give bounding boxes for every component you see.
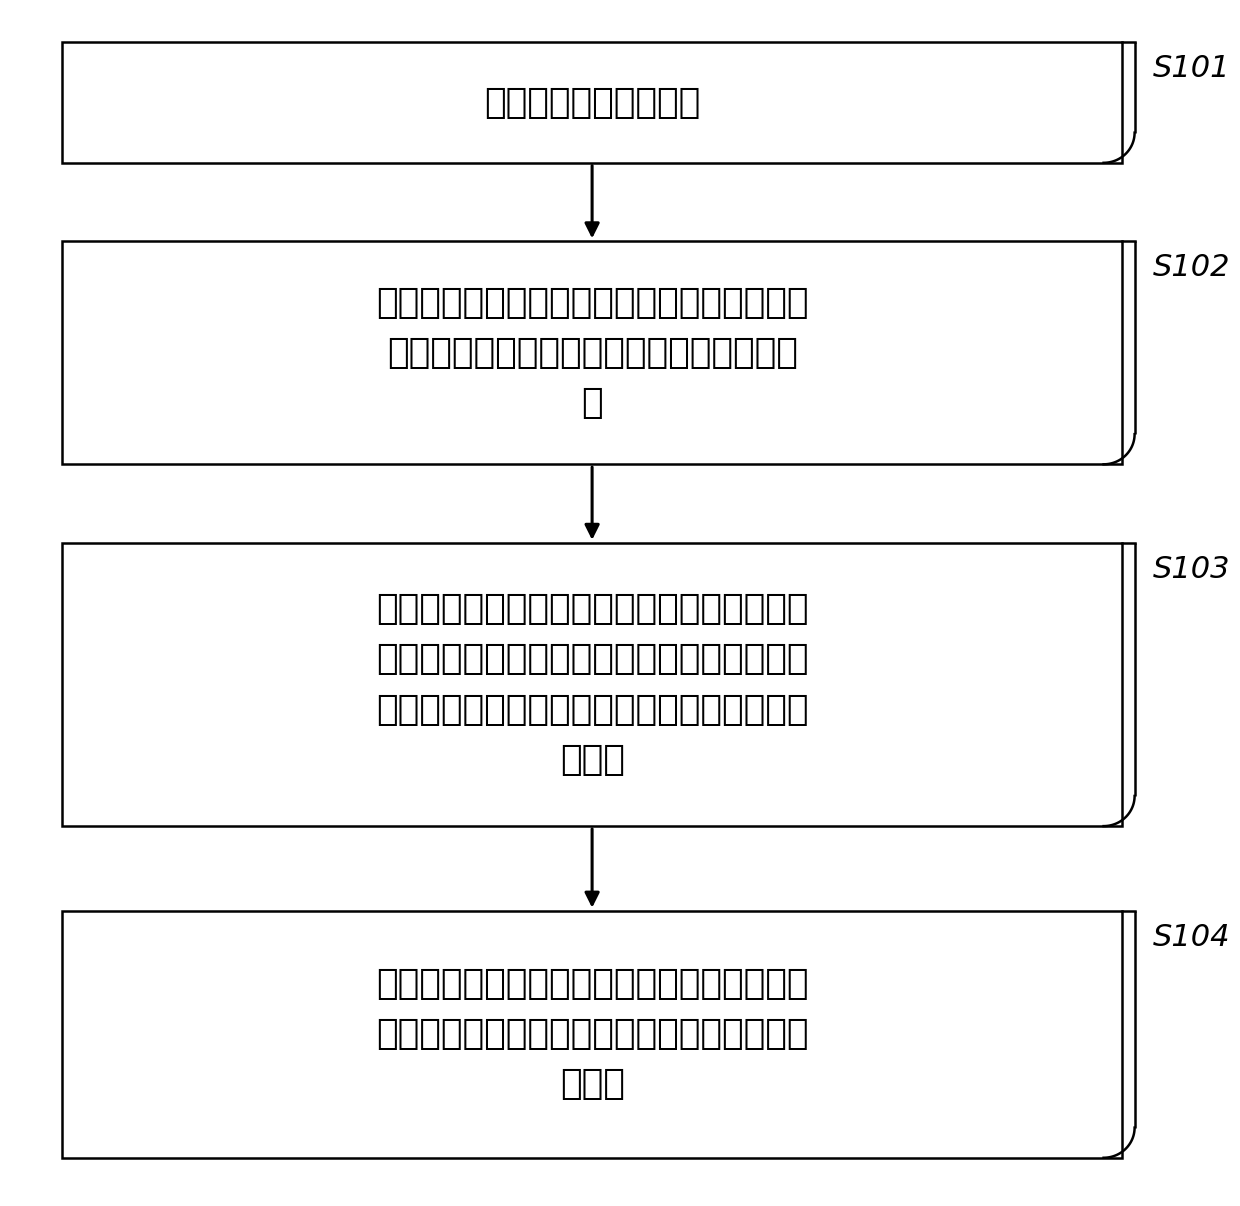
- Text: 获取三维激光点云数据: 获取三维激光点云数据: [484, 86, 701, 119]
- Bar: [62, 911, 1122, 1158]
- Bar: [62, 42, 1122, 163]
- Text: S104: S104: [1153, 923, 1230, 952]
- Bar: [62, 543, 1122, 826]
- Text: 基于预先获取的标定矩阵将所述点云数据映射
至图像坐标系，得到所述点云数据的二维坐
标: 基于预先获取的标定矩阵将所述点云数据映射 至图像坐标系，得到所述点云数据的二维坐…: [376, 286, 808, 420]
- Text: 基于所述目标点云数据确定所述目标物体的三
维边界框，并将所述三维边界框与所述标签进
行关联: 基于所述目标点云数据确定所述目标物体的三 维边界框，并将所述三维边界框与所述标签…: [376, 967, 808, 1101]
- Text: S103: S103: [1153, 555, 1230, 584]
- Text: S102: S102: [1153, 253, 1230, 282]
- Text: 基于所述二维坐标与目标物体在所述图像坐标
系的二维边界框确定所述目标物体的目标点云
数据，并确定所述目标物体在所述图像坐标系
的标签: 基于所述二维坐标与目标物体在所述图像坐标 系的二维边界框确定所述目标物体的目标点…: [376, 592, 808, 777]
- Text: S101: S101: [1153, 54, 1230, 83]
- Bar: [62, 241, 1122, 464]
